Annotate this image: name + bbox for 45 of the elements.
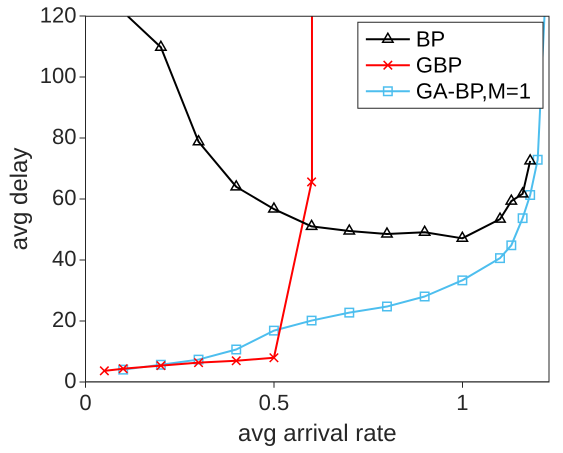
point (518, 213, 528, 224)
point (506, 240, 516, 250)
y-tick-label: 40 (52, 246, 77, 271)
point (231, 344, 242, 354)
point (516, 187, 529, 198)
point (494, 212, 506, 223)
point (268, 326, 279, 336)
point (381, 227, 393, 238)
point (420, 292, 430, 302)
point (192, 134, 204, 146)
y-tick-label: 100 (40, 63, 77, 88)
point (525, 190, 536, 200)
legend-label: GBP (416, 52, 462, 78)
x-tick-label: 1 (456, 390, 468, 416)
point (532, 154, 543, 165)
y-tick-label: 80 (52, 124, 77, 150)
point (154, 40, 167, 52)
point (306, 316, 317, 326)
point (457, 275, 468, 286)
point (505, 194, 518, 205)
point (194, 358, 204, 368)
point (306, 176, 317, 187)
point (268, 352, 279, 363)
point (456, 232, 468, 242)
x-axis-title: avg arrival rate (238, 420, 397, 448)
point (344, 308, 354, 318)
y-axis-title: avg delay (6, 148, 34, 250)
point (194, 354, 204, 365)
point (230, 180, 242, 191)
x-tick-label: 0.5 (258, 390, 290, 416)
y-tick-label: 20 (52, 306, 77, 332)
point (524, 154, 536, 165)
point (231, 356, 242, 366)
legend-label: BP (416, 26, 446, 52)
point (382, 302, 392, 312)
point (306, 220, 318, 230)
y-tick-label: 120 (40, 2, 77, 28)
legend-label: GA-BP,M=1 (416, 78, 532, 104)
point (268, 202, 280, 213)
y-tick-label: 60 (52, 185, 77, 210)
point (495, 253, 506, 264)
point (343, 224, 356, 235)
y-tick-label: 0 (64, 368, 77, 393)
point (418, 225, 431, 236)
point (99, 366, 110, 376)
